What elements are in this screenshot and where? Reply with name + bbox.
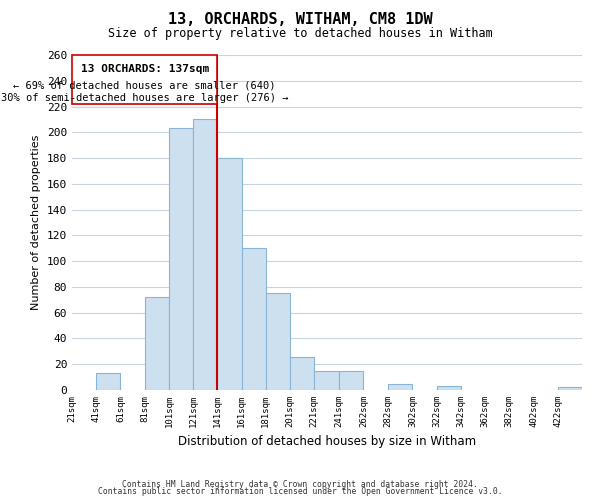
Text: 30% of semi-detached houses are larger (276) →: 30% of semi-detached houses are larger (… bbox=[1, 93, 289, 103]
Text: Contains public sector information licensed under the Open Government Licence v3: Contains public sector information licen… bbox=[98, 488, 502, 496]
Bar bbox=[266, 294, 290, 390]
X-axis label: Distribution of detached houses by size in Witham: Distribution of detached houses by size … bbox=[178, 436, 476, 448]
Bar bbox=[558, 388, 582, 390]
Bar bbox=[290, 356, 314, 390]
Bar bbox=[145, 297, 169, 390]
Bar bbox=[437, 386, 461, 390]
Bar bbox=[338, 370, 363, 390]
Bar bbox=[314, 370, 338, 390]
Text: 13 ORCHARDS: 137sqm: 13 ORCHARDS: 137sqm bbox=[80, 64, 209, 74]
Bar bbox=[193, 120, 217, 390]
Text: Size of property relative to detached houses in Witham: Size of property relative to detached ho… bbox=[107, 28, 493, 40]
Text: 13, ORCHARDS, WITHAM, CM8 1DW: 13, ORCHARDS, WITHAM, CM8 1DW bbox=[167, 12, 433, 28]
Text: Contains HM Land Registry data © Crown copyright and database right 2024.: Contains HM Land Registry data © Crown c… bbox=[122, 480, 478, 489]
Bar bbox=[242, 248, 266, 390]
Bar bbox=[72, 55, 217, 104]
Y-axis label: Number of detached properties: Number of detached properties bbox=[31, 135, 41, 310]
Bar bbox=[217, 158, 242, 390]
Bar bbox=[169, 128, 193, 390]
Bar bbox=[388, 384, 412, 390]
Bar bbox=[96, 373, 121, 390]
Text: ← 69% of detached houses are smaller (640): ← 69% of detached houses are smaller (64… bbox=[13, 80, 276, 90]
